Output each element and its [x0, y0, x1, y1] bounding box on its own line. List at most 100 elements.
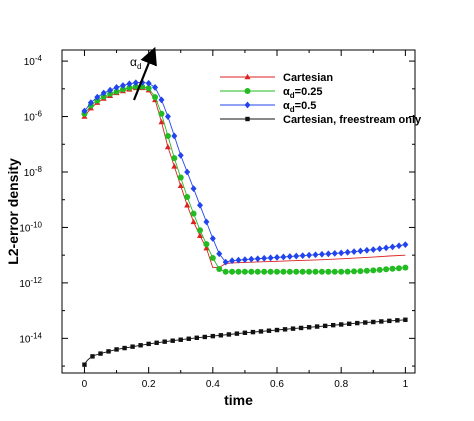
data-point	[146, 341, 151, 347]
series-1	[81, 83, 409, 275]
data-point	[395, 318, 400, 323]
data-point	[299, 252, 306, 260]
x-axis-title: time	[224, 392, 253, 408]
data-point	[254, 255, 261, 263]
data-point	[376, 245, 383, 253]
data-point	[330, 322, 336, 328]
data-point	[178, 337, 183, 342]
data-point	[90, 354, 95, 359]
y-tick-label: 10-12	[19, 276, 42, 290]
data-point	[138, 343, 143, 348]
data-point	[351, 248, 358, 256]
data-point	[250, 329, 256, 335]
data-point	[132, 83, 139, 90]
legend-entry: αd=0.25	[220, 86, 323, 100]
data-point	[402, 264, 409, 271]
data-point	[282, 327, 288, 332]
x-tick-label: 0.2	[142, 379, 156, 390]
data-point	[403, 317, 408, 322]
data-point	[100, 93, 107, 100]
data-point	[158, 118, 165, 125]
data-point	[190, 210, 197, 217]
data-point	[184, 193, 191, 200]
data-point	[235, 256, 242, 264]
data-point	[331, 249, 338, 257]
data-point	[98, 351, 103, 356]
series-3	[82, 317, 408, 367]
axis-ticks	[62, 50, 415, 373]
plot-frame	[61, 49, 416, 374]
data-point	[145, 85, 152, 92]
data-point	[154, 340, 159, 345]
data-point	[293, 268, 300, 275]
data-point	[280, 253, 287, 261]
legend-marker	[244, 88, 251, 94]
y-tick-label: 10-4	[24, 54, 43, 68]
x-tick-label: 0.8	[334, 379, 348, 390]
series-layer	[81, 79, 409, 367]
data-point	[107, 90, 114, 97]
data-point	[126, 84, 133, 91]
data-point	[325, 268, 332, 275]
data-point	[132, 79, 139, 87]
data-point	[322, 323, 328, 329]
legend-entry: αd=0.5	[220, 100, 316, 114]
data-point	[184, 202, 191, 208]
x-tick-label: 0.4	[206, 379, 220, 390]
y-tick-label: 10-10	[19, 220, 42, 234]
data-point	[190, 185, 197, 193]
data-point	[363, 267, 370, 274]
data-point	[379, 319, 384, 324]
data-point	[318, 268, 325, 275]
data-point	[130, 344, 135, 349]
tick-labels: 0 0.2 0.4 0.6 0.8 1 10-4 10-6 10-8 10-10 10-12 10-1…	[19, 54, 408, 390]
data-point	[122, 345, 127, 351]
data-point	[170, 338, 175, 343]
data-point	[107, 86, 114, 94]
data-point	[355, 320, 360, 326]
data-point	[254, 268, 261, 275]
data-point	[299, 268, 306, 275]
data-point	[274, 253, 281, 261]
series-line	[84, 81, 406, 263]
data-point	[81, 107, 88, 115]
legend-label: αd=0.25	[283, 86, 323, 100]
data-point	[389, 243, 396, 251]
data-point	[177, 182, 184, 189]
data-point	[290, 326, 296, 331]
data-point	[158, 110, 165, 117]
data-point	[119, 82, 126, 89]
data-point	[209, 254, 216, 261]
legend-label: Cartesian	[283, 72, 333, 84]
data-point	[184, 168, 191, 176]
data-point	[395, 265, 402, 272]
data-point	[113, 84, 120, 91]
y-tick-label: 10-8	[24, 165, 43, 179]
data-point	[331, 268, 338, 275]
data-point	[177, 174, 184, 181]
data-point	[196, 227, 203, 234]
data-point	[338, 249, 345, 257]
data-point	[210, 333, 216, 339]
data-point	[222, 258, 229, 266]
data-point	[338, 268, 345, 275]
data-point	[370, 267, 377, 274]
data-point	[248, 255, 255, 263]
data-point	[280, 268, 287, 275]
data-point	[298, 325, 304, 331]
data-point	[347, 321, 352, 326]
data-point	[196, 232, 203, 238]
legend-marker	[245, 116, 250, 122]
data-point	[344, 248, 351, 256]
data-point	[203, 218, 210, 226]
legend-label: αd=0.5	[283, 100, 316, 114]
data-point	[267, 268, 274, 275]
data-point	[218, 333, 224, 338]
data-point	[286, 253, 293, 260]
data-point	[312, 251, 319, 259]
data-point	[158, 96, 165, 104]
x-tick-label: 1	[403, 379, 409, 390]
x-tick-label: 0.6	[270, 379, 284, 390]
legend-label: Cartesian, freestream only	[283, 114, 422, 126]
